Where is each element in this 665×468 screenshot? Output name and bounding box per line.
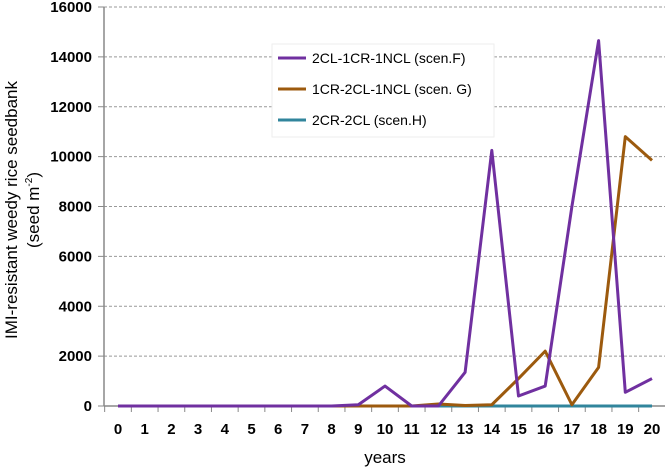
- y-axis-label: IMI-resistant weedy rice seedbank (seed …: [2, 81, 43, 339]
- x-tick-label: 13: [457, 421, 474, 438]
- x-tick-label: 18: [590, 421, 607, 438]
- x-tick-label: 3: [194, 421, 202, 438]
- legend-label: 2CR-2CL (scen.H): [312, 112, 427, 128]
- x-tick-label: 1: [141, 421, 149, 438]
- x-tick-label: 7: [301, 421, 309, 438]
- x-tick-label: 6: [274, 421, 282, 438]
- x-tick-label: 10: [377, 421, 394, 438]
- x-tick-labels: 0 1 2 3 4 5 6 7 8 9 10 11 12 13 14 15 16 17 18 19 20: [114, 421, 661, 438]
- y-axis-label-main: IMI-resistant weedy rice seedbank: [2, 81, 21, 339]
- y-tick-label: 6000: [59, 248, 92, 265]
- x-tick-label: 15: [510, 421, 527, 438]
- x-tick-label: 0: [114, 421, 122, 438]
- series-line: [118, 135, 653, 408]
- y-axis-label-unit: (seed m-2): [24, 172, 43, 248]
- x-tick-label: 19: [617, 421, 634, 438]
- x-tick-label: 8: [327, 421, 335, 438]
- y-tick-label: 8000: [59, 199, 92, 216]
- x-axis-label: years: [364, 448, 406, 467]
- x-tick-label: 9: [354, 421, 362, 438]
- y-tick-label: 10000: [50, 149, 92, 166]
- y-tick-label: 16000: [50, 0, 92, 16]
- y-tick-labels: 0 2000 4000 6000 8000 10000 12000 14000 16000: [50, 0, 92, 415]
- x-tick-label: 17: [564, 421, 581, 438]
- y-tick-label: 14000: [50, 49, 92, 66]
- x-tick-label: 14: [483, 421, 500, 438]
- y-tick-label: 4000: [59, 298, 92, 315]
- legend: 2CL-1CR-1NCL (scen.F) 1CR-2CL-1NCL (scen.…: [271, 43, 495, 138]
- x-tick-label: 20: [644, 421, 661, 438]
- y-tick-label: 12000: [50, 99, 92, 116]
- x-tick-label: 5: [247, 421, 255, 438]
- y-tick-label: 2000: [59, 348, 92, 365]
- x-tick-label: 4: [221, 421, 230, 438]
- x-tick-label: 16: [537, 421, 554, 438]
- x-tick-label: 12: [430, 421, 447, 438]
- legend-label: 2CL-1CR-1NCL (scen.F): [312, 50, 466, 66]
- series-lines: [118, 39, 653, 408]
- y-tick-label: 0: [84, 398, 92, 415]
- legend-label: 1CR-2CL-1NCL (scen. G): [312, 81, 472, 97]
- x-tick-label: 11: [404, 421, 420, 438]
- x-tick-label: 2: [167, 421, 175, 438]
- series-line: [118, 39, 653, 408]
